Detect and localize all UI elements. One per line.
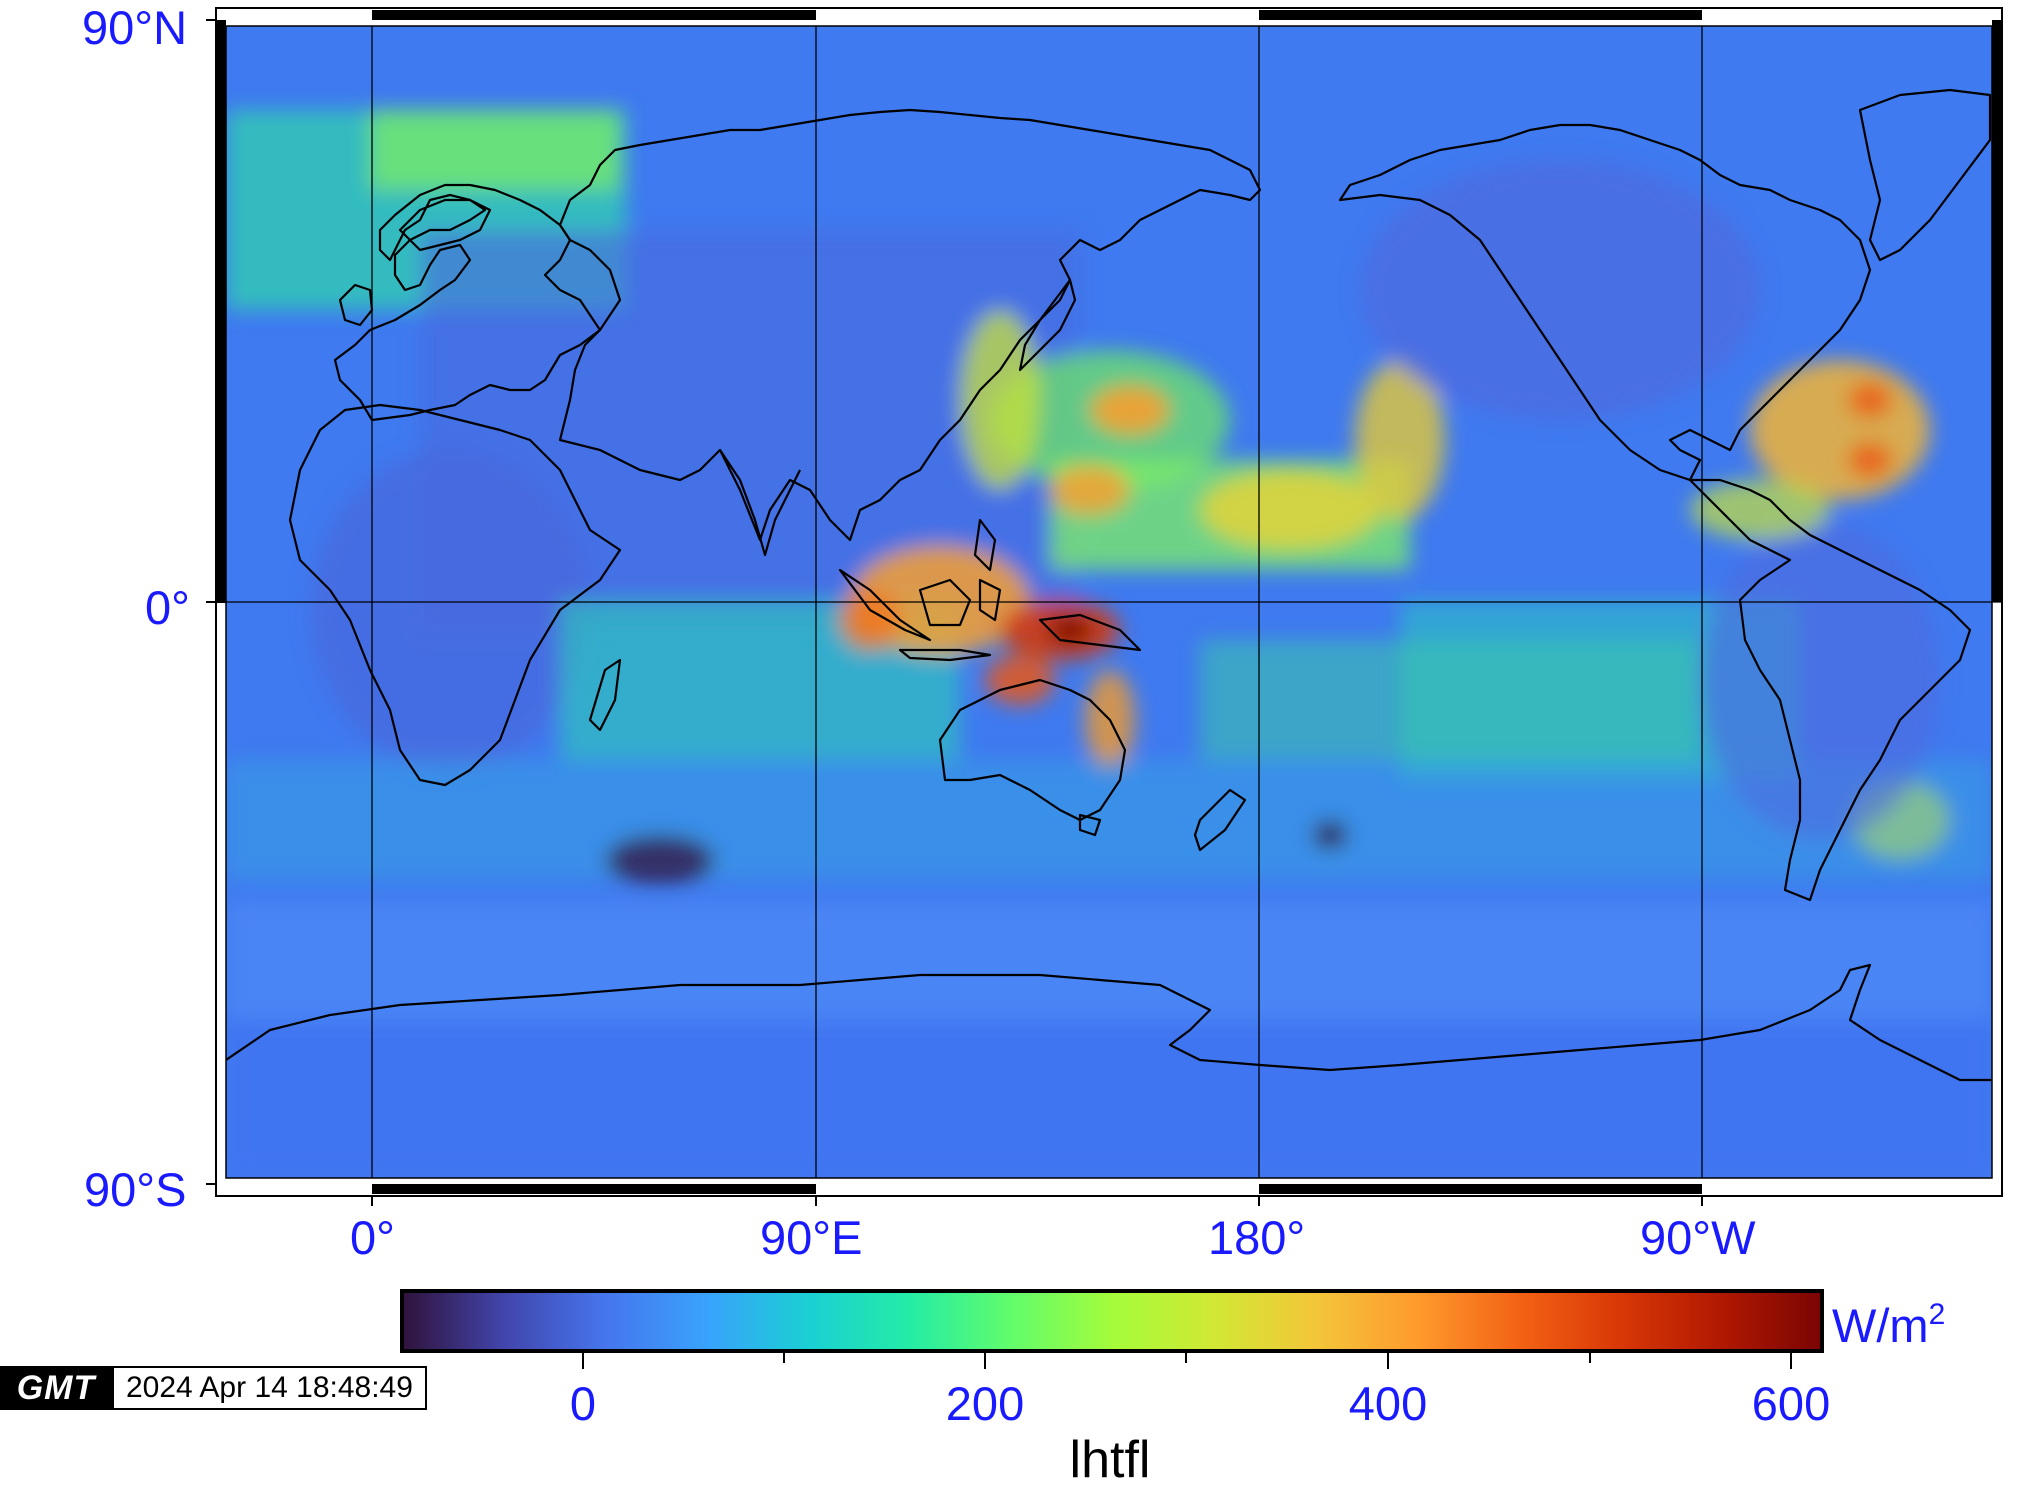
colorbar-ticks xyxy=(582,1351,1792,1369)
lat-label-90s: 90°S xyxy=(84,1163,187,1216)
coast-new-guinea xyxy=(1038,613,1142,652)
coast-antarctica xyxy=(226,963,1992,1082)
coastlines xyxy=(226,88,1992,1082)
lon-label-90e: 90°E xyxy=(760,1211,863,1264)
coast-india xyxy=(719,449,801,557)
lon-label-0: 0° xyxy=(350,1211,395,1264)
coast-tasmania xyxy=(1078,813,1102,837)
colorbar-tick-0: 0 xyxy=(569,1377,597,1430)
colorbar-bar xyxy=(400,1289,1824,1353)
colorbar-tick-600: 600 xyxy=(1751,1377,1831,1430)
coast-scandinavia xyxy=(398,198,492,252)
coast-asia xyxy=(558,108,1262,542)
gmt-logo: GMT xyxy=(0,1366,112,1410)
coast-europe xyxy=(333,183,602,422)
lon-label-180: 180° xyxy=(1208,1211,1306,1264)
colorbar-unit: W/m2 xyxy=(1832,1298,1946,1352)
colorbar-tick-400: 400 xyxy=(1348,1377,1428,1430)
colorbar-variable-name: lhtfl xyxy=(1069,1431,1151,1489)
coast-africa xyxy=(288,403,622,787)
coast-australia xyxy=(938,678,1127,822)
lat-label-90n: 90°N xyxy=(82,1,188,54)
field-patches xyxy=(226,110,1992,1178)
coast-borneo xyxy=(918,578,972,627)
coast-philippines xyxy=(973,518,997,572)
coast-new-zealand xyxy=(1193,788,1247,852)
colorbar-tick-200: 200 xyxy=(945,1377,1025,1430)
timestamp-date: 2024 Apr 14 18:48:49 xyxy=(112,1366,427,1410)
lon-label-90w: 90°W xyxy=(1640,1211,1756,1264)
coast-south-america xyxy=(1688,478,1972,902)
lat-label-0: 0° xyxy=(145,581,190,634)
colorbar xyxy=(400,1289,1824,1369)
gridlines xyxy=(216,26,2002,1178)
coast-sulawesi xyxy=(978,578,1002,622)
coast-java xyxy=(898,648,992,662)
gmt-timestamp: GMT 2024 Apr 14 18:48:49 xyxy=(0,1366,427,1410)
coast-north-america xyxy=(1338,123,1872,482)
coast-madagascar xyxy=(588,658,622,732)
coast-japan xyxy=(1018,278,1077,372)
coast-greenland xyxy=(1858,88,1992,262)
coast-sumatra xyxy=(838,568,932,642)
colorbar-unit-text: W/m xyxy=(1832,1299,1929,1352)
map-frame xyxy=(206,7,2003,1206)
colorbar-unit-exponent: 2 xyxy=(1928,1298,1946,1331)
